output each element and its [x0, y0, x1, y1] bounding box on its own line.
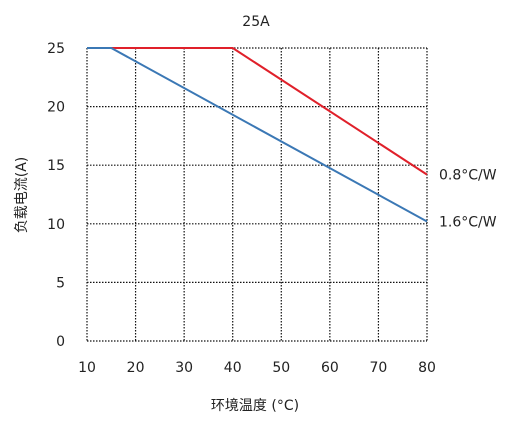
series-label-1: 0.8°C/W	[439, 168, 497, 184]
x-tick-label: 10	[78, 360, 96, 376]
series-label-2: 1.6°C/W	[439, 214, 497, 230]
series-labels: 0.8°C/W 1.6°C/W	[439, 168, 497, 231]
y-axis-label: 负载电流(A)	[14, 157, 30, 234]
x-tick-label: 30	[175, 360, 193, 376]
chart-title: 25A	[242, 14, 270, 30]
x-tick-label: 80	[418, 360, 436, 376]
y-tick-label: 20	[47, 100, 65, 116]
x-tick-label: 40	[224, 360, 242, 376]
x-tick-label: 70	[370, 360, 388, 376]
series-lines	[87, 47, 428, 223]
x-axis-ticks: 10 20 30 40 50 60 70 80	[78, 360, 436, 376]
series-line-2	[87, 47, 428, 223]
y-tick-label: 0	[56, 334, 65, 350]
y-tick-label: 5	[56, 275, 65, 291]
x-axis-label: 环境温度 (°C)	[211, 398, 299, 414]
x-tick-label: 50	[272, 360, 290, 376]
grid	[86, 47, 428, 342]
x-tick-label: 60	[321, 360, 339, 376]
y-tick-label: 25	[47, 41, 65, 57]
x-tick-label: 20	[127, 360, 145, 376]
y-axis-ticks: 0 5 10 15 20 25	[47, 41, 65, 350]
y-tick-label: 10	[47, 217, 65, 233]
series-line-1	[87, 47, 428, 176]
y-tick-label: 15	[47, 158, 65, 174]
